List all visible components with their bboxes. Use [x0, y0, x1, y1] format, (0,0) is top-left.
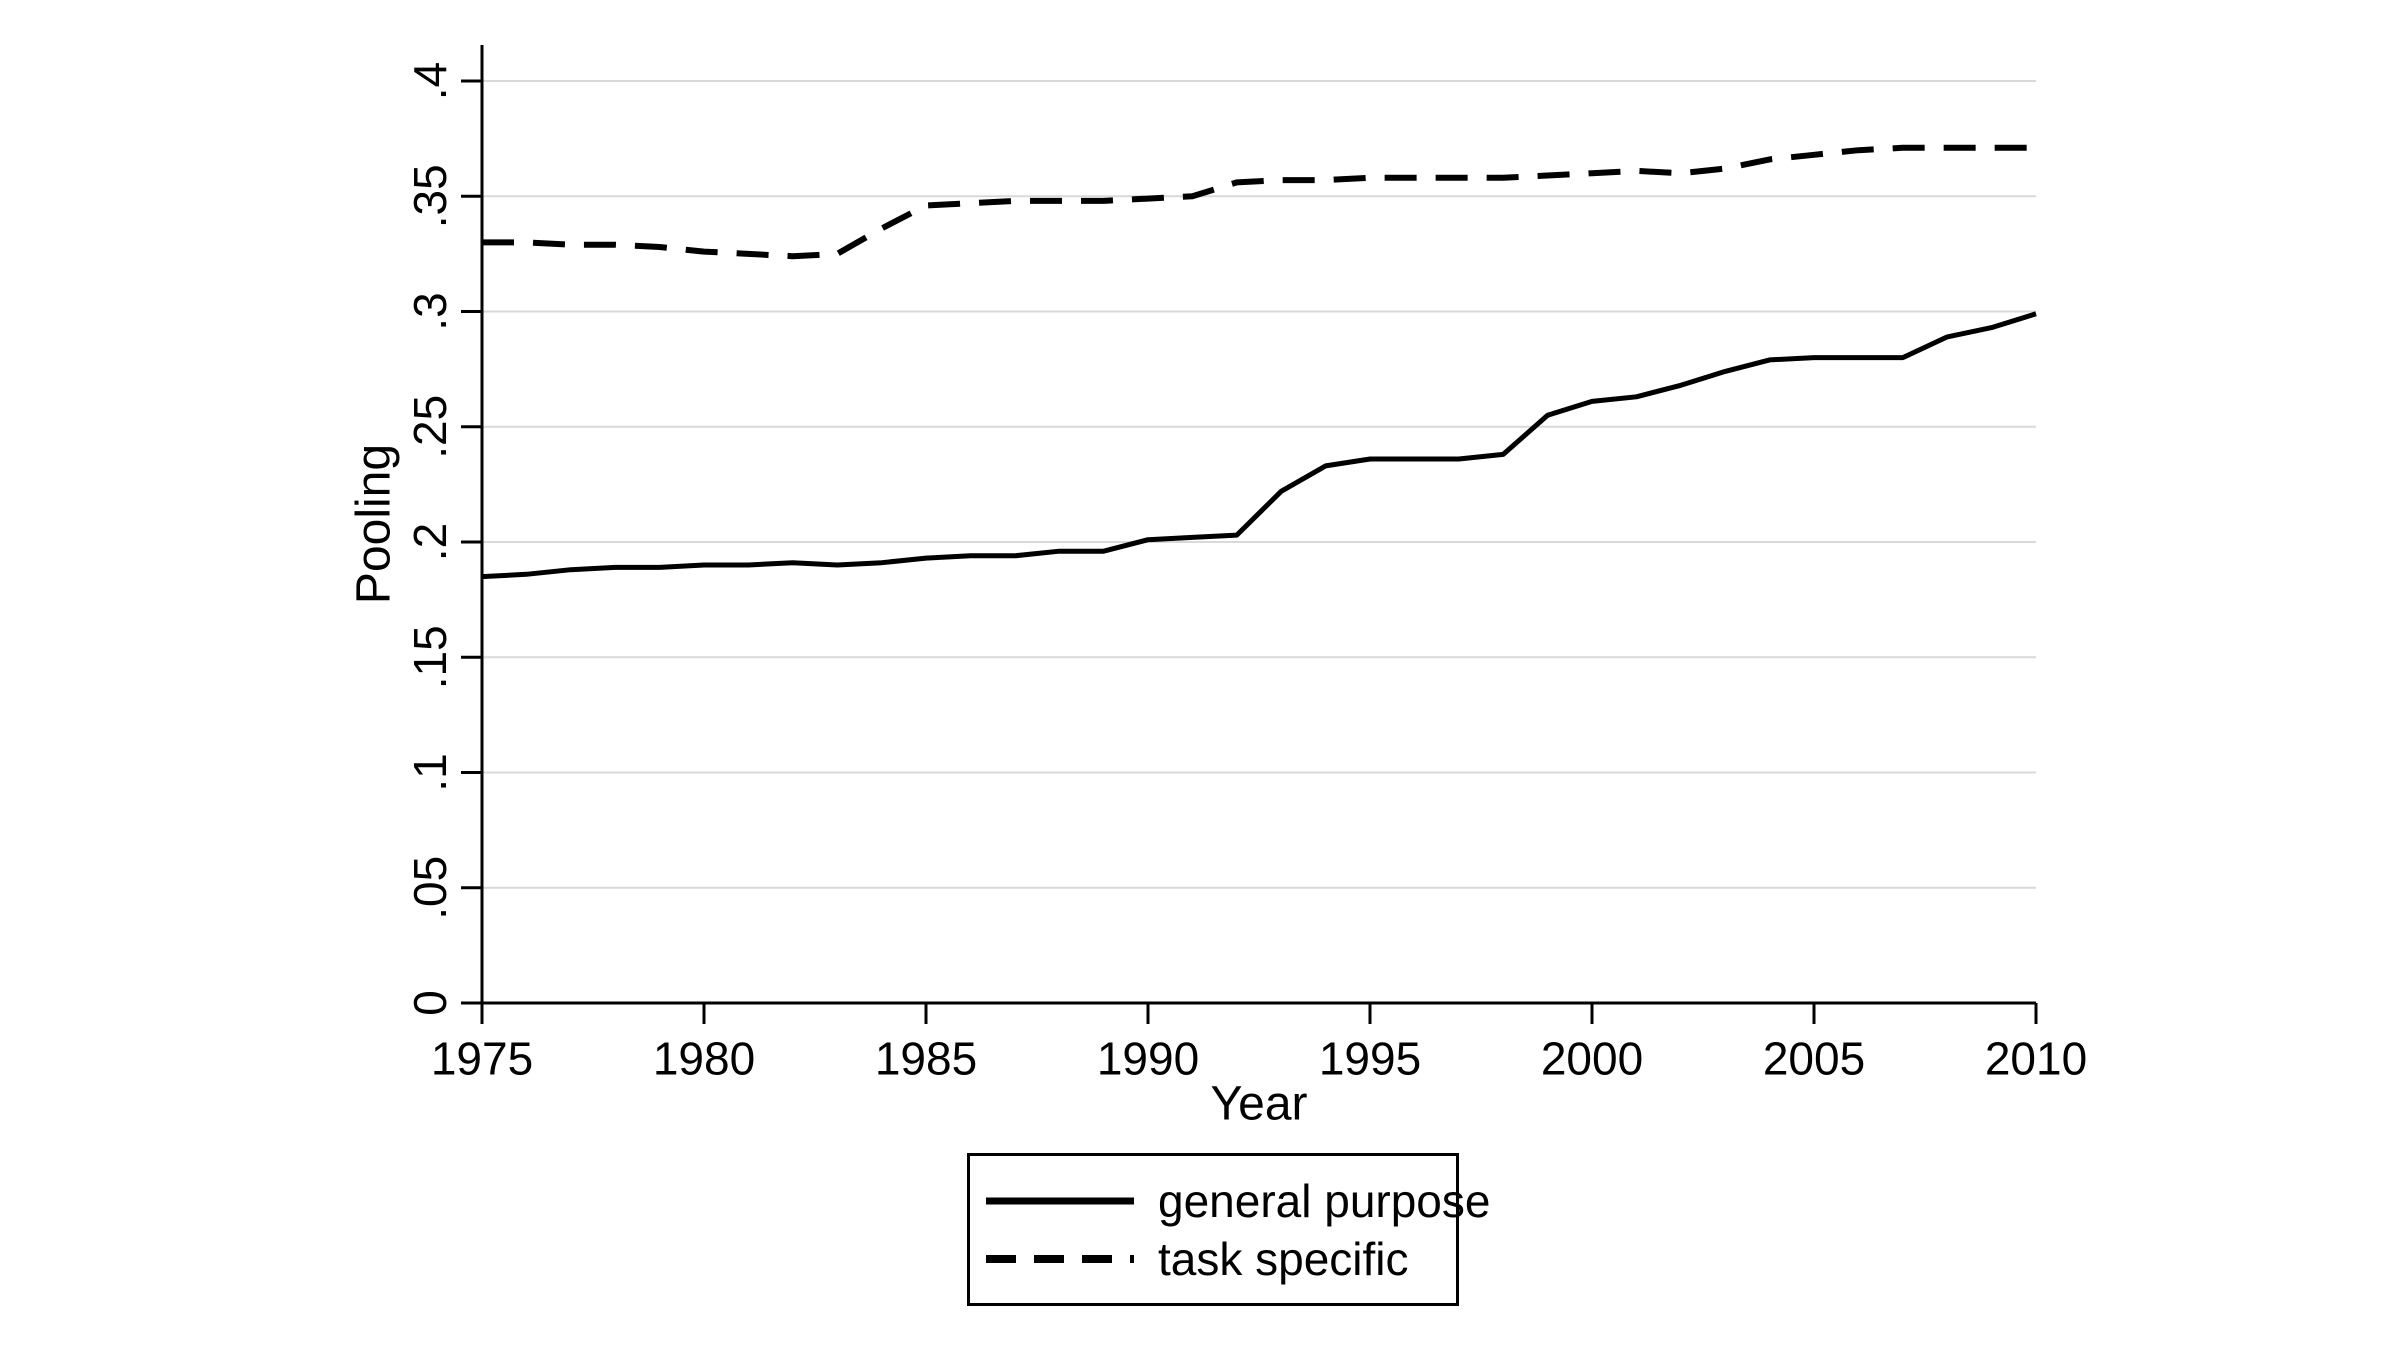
x-tick-label: 1985	[875, 1033, 977, 1085]
series-line-solid	[481, 311, 2037, 580]
y-tick-label: .35	[404, 164, 456, 228]
legend-item-task-specific: task specific	[970, 1230, 1456, 1288]
y-tick-label: .05	[404, 856, 456, 920]
solid-line-icon	[986, 1197, 1134, 1204]
y-tick-label: 0	[404, 990, 456, 1016]
x-tick-label: 1995	[1319, 1033, 1421, 1085]
x-tick-label: 1980	[653, 1033, 755, 1085]
y-tick-label: .25	[404, 395, 456, 459]
y-axis-title: Pooling	[347, 443, 401, 605]
y-tick-label: .2	[404, 523, 456, 561]
dashed-line-icon	[986, 1254, 1134, 1263]
x-tick-label: 2000	[1541, 1033, 1643, 1085]
y-tick-label: .1	[404, 753, 456, 791]
legend-item-general-purpose: general purpose	[970, 1172, 1490, 1230]
y-tick-label: .3	[404, 292, 456, 330]
series-line-dashed	[482, 144, 2036, 260]
legend-label: task specific	[1158, 1232, 1409, 1285]
legend-label: general purpose	[1158, 1174, 1491, 1227]
axes	[461, 45, 2038, 1024]
gridlines	[482, 80, 2036, 889]
x-tick-label: 2010	[1985, 1033, 2087, 1085]
y-tick-label: .15	[404, 625, 456, 689]
series-lines	[481, 144, 2037, 580]
y-tick-label: .4	[404, 62, 456, 100]
x-tick-label: 2005	[1763, 1033, 1865, 1085]
x-axis-title: Year	[1210, 1077, 1308, 1131]
tick-labels: 0 .05 .1 .15 .2 .25 .3 .35 .4 1975 1980 1985 1990 199…	[404, 62, 2087, 1085]
x-tick-label: 1975	[431, 1033, 533, 1085]
legend: general purpose task specific	[967, 1153, 1490, 1306]
x-tick-label: 1990	[1097, 1033, 1199, 1085]
